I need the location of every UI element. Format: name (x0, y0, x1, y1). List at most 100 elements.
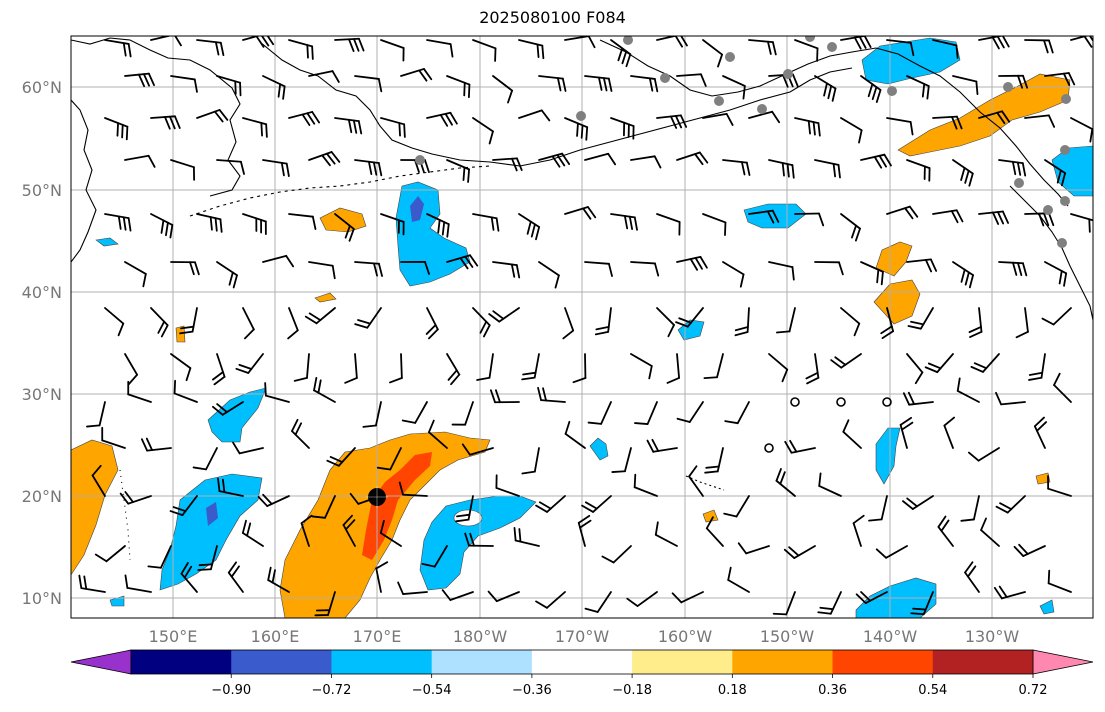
wind-barb (943, 416, 956, 449)
wind-barb (995, 495, 1026, 514)
calm-wind-marker (764, 443, 774, 453)
wind-barb (446, 254, 479, 270)
wind-barb (902, 391, 934, 406)
latitude-tick-label: 10°N (22, 589, 62, 608)
wind-barb (840, 307, 861, 337)
wind-barb (906, 353, 924, 385)
colorbar-tick-label: −0.72 (312, 683, 352, 698)
wind-barb (818, 472, 842, 497)
wind-barb (998, 74, 1029, 89)
wind-barb (428, 419, 448, 449)
wind-barb (907, 307, 934, 330)
wind-barb (860, 261, 884, 286)
colorbar-segment (331, 650, 433, 674)
longitude-tick-label: 180°W (453, 627, 508, 646)
wind-barb (538, 152, 571, 168)
wind-barb (1024, 114, 1056, 128)
wind-barb (722, 261, 745, 288)
station-marker (576, 111, 586, 121)
strong-positive-anomaly-core (362, 452, 432, 560)
wind-barb (451, 401, 474, 426)
colorbar-segment (832, 650, 934, 674)
wind-barb (656, 36, 688, 48)
station-marker (714, 96, 724, 106)
wind-barb (147, 545, 172, 569)
wind-barb (722, 159, 751, 176)
wind-barb (308, 70, 340, 83)
wind-barb (196, 39, 225, 57)
wind-barb (91, 464, 106, 497)
wind-barb (702, 213, 727, 236)
negative-anomaly-region (207, 387, 267, 443)
wind-barb (1015, 307, 1029, 339)
wind-barb (723, 495, 750, 518)
wind-barb (354, 307, 382, 329)
negative-anomaly-region (159, 473, 263, 591)
latitude-tick-label: 30°N (22, 385, 62, 404)
wind-barb (886, 117, 914, 136)
wind-barb (902, 495, 934, 510)
wind-barb (300, 514, 313, 547)
wind-barb (1047, 569, 1072, 593)
wind-barb (814, 75, 837, 102)
wind-barb (513, 527, 540, 547)
observation-stations (415, 36, 1071, 248)
wind-barb (242, 117, 268, 138)
hawaiian-islands (685, 475, 725, 491)
wind-barb (932, 209, 964, 224)
wind-barb (702, 39, 723, 68)
wind-barb (127, 380, 152, 403)
wind-barb (170, 261, 200, 276)
wind-barb (170, 75, 198, 93)
wind-barb (521, 353, 540, 381)
wind-barb (1044, 72, 1076, 86)
wind-barb (998, 261, 1028, 277)
wind-barb (564, 36, 596, 49)
storm-center-marker (366, 486, 388, 508)
wind-barb (794, 212, 825, 227)
wind-barb (805, 353, 820, 385)
colorbar-segment (231, 650, 332, 674)
calm-wind-marker (836, 397, 846, 407)
wind-barb (783, 545, 816, 559)
wind-barb (814, 261, 844, 276)
wind-barb (196, 213, 223, 233)
wind-barb (455, 495, 474, 523)
wind-barb (705, 516, 724, 547)
wind-barb (630, 261, 660, 277)
wind-barb (380, 39, 405, 62)
wind-barb (784, 439, 816, 454)
station-marker (660, 73, 670, 83)
wind-barb (104, 117, 129, 141)
longitude-tick-label: 130°W (965, 627, 1020, 646)
wind-barb (968, 307, 983, 339)
wind-barb (216, 159, 245, 175)
wind-barb (344, 353, 358, 384)
wind-barb (1013, 543, 1046, 557)
wind-barb (216, 75, 242, 97)
wind-barb (840, 213, 861, 242)
wind-barb (104, 39, 132, 58)
wind-barb (492, 157, 523, 172)
wind-barb (354, 159, 383, 177)
wind-barb (446, 353, 461, 386)
wind-barb (748, 39, 777, 56)
colorbar-max-extension (1032, 649, 1094, 675)
latitude-axis: 60°N 50°N 40°N 30°N 20°N 10°N (22, 78, 62, 608)
wind-barb (104, 213, 132, 232)
wind-barb (426, 111, 458, 127)
wind-barb (676, 151, 709, 166)
station-marker (1060, 145, 1070, 155)
wind-barb (584, 591, 612, 613)
wind-barb (173, 379, 198, 403)
wind-barb (180, 562, 198, 593)
station-marker (725, 52, 735, 62)
wind-barb (287, 307, 299, 340)
wind-barb (196, 109, 229, 123)
wind-barb (288, 213, 317, 230)
colorbar-segment (632, 650, 733, 674)
wind-barb (727, 566, 750, 593)
wind-barb (794, 117, 821, 137)
wind-barb (78, 574, 106, 593)
colorbar-tick-label: 0.18 (718, 683, 747, 698)
